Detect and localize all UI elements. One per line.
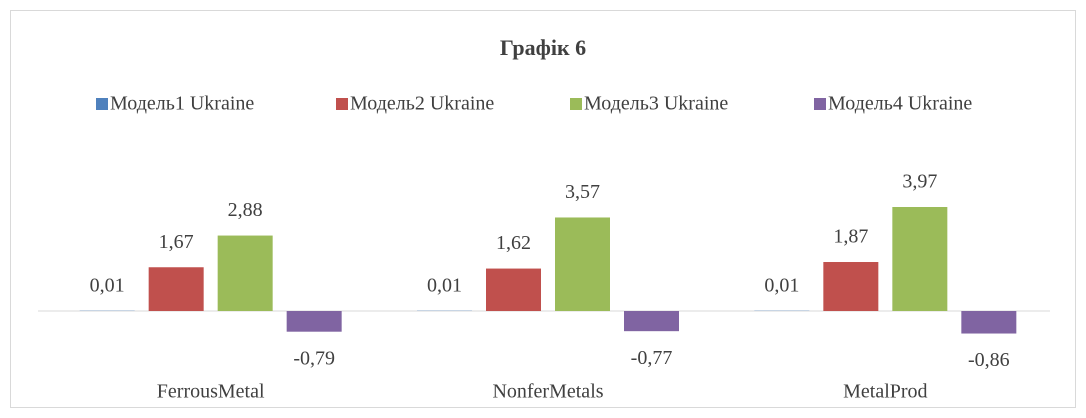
legend-label: Модель2 Ukraine xyxy=(350,93,494,115)
data-label: 2,88 xyxy=(228,199,263,221)
bar xyxy=(823,262,879,311)
legend-label: Модель4 Ukraine xyxy=(828,93,972,115)
data-label: 1,62 xyxy=(496,232,531,254)
data-label: 3,57 xyxy=(565,181,600,203)
legend-swatch xyxy=(814,98,826,110)
data-label: 0,01 xyxy=(427,274,462,296)
legend-swatch xyxy=(336,98,348,110)
legend-swatch xyxy=(570,98,582,110)
bar xyxy=(555,217,610,311)
x-tick-label: FerrousMetal xyxy=(157,381,265,403)
bar xyxy=(486,268,541,311)
bar xyxy=(892,207,948,311)
chart-title: Графік 6 xyxy=(500,35,586,60)
bar xyxy=(217,235,273,311)
bar xyxy=(624,311,679,332)
legend-label: Модель1 Ukraine xyxy=(110,93,254,115)
data-label: 3,97 xyxy=(902,171,937,193)
x-tick-label: MetalProd xyxy=(843,381,927,403)
data-label: -0,79 xyxy=(293,347,335,369)
legend-label: Модель3 Ukraine xyxy=(584,93,728,115)
bar xyxy=(286,311,342,332)
data-label: 1,67 xyxy=(159,231,194,253)
data-label: 1,87 xyxy=(833,226,868,248)
bar xyxy=(961,311,1017,334)
legend-swatch xyxy=(96,98,108,110)
data-label: 0,01 xyxy=(90,274,125,296)
data-label: -0,77 xyxy=(631,347,673,369)
bar xyxy=(148,267,204,311)
x-tick-label: NonferMetals xyxy=(492,381,603,403)
data-label: -0,86 xyxy=(968,349,1010,371)
data-label: 0,01 xyxy=(764,274,799,296)
